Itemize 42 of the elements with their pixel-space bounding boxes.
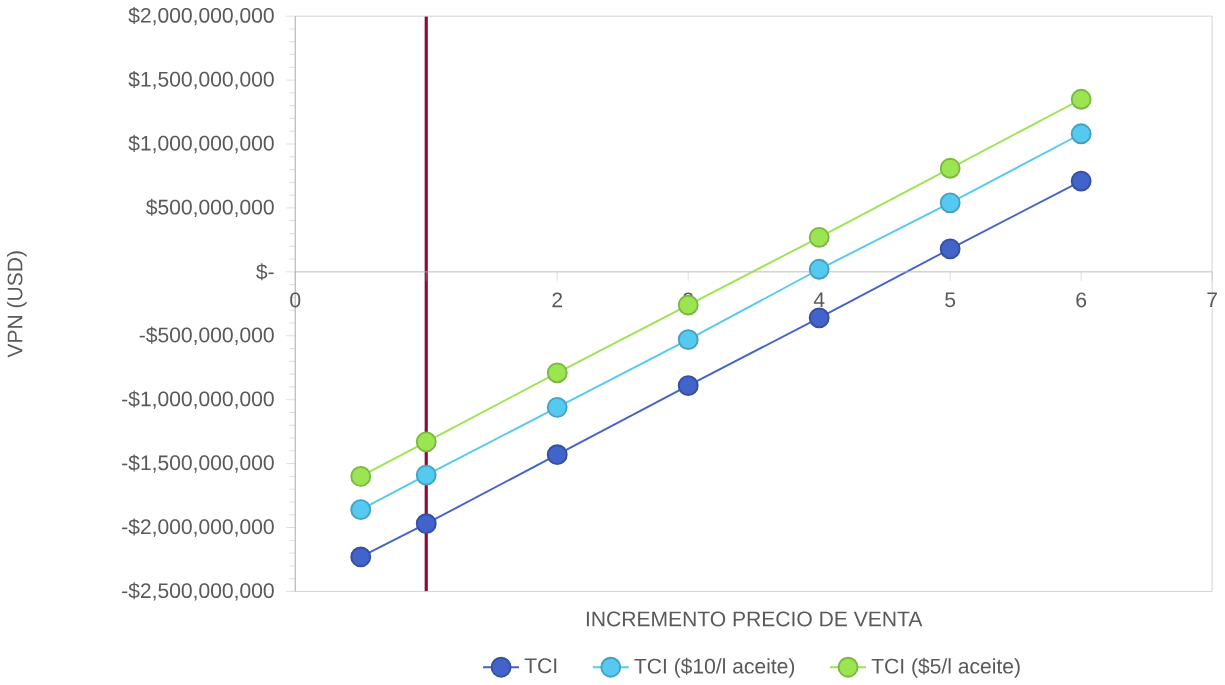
- point: [808, 307, 830, 329]
- x-tick-label: 7: [1207, 292, 1217, 307]
- y-tick-label: $500,000,000: [146, 198, 274, 218]
- legend-label: TCI: [524, 658, 557, 674]
- x-tick-label: 0: [290, 292, 301, 308]
- point: [546, 362, 568, 384]
- x-tick-label: 4: [813, 292, 825, 307]
- point: [939, 192, 961, 214]
- legend-label: TCI ($5/l aceite): [871, 657, 1020, 678]
- point: [677, 375, 699, 397]
- point: [546, 396, 568, 418]
- point: [939, 157, 961, 179]
- point: [808, 258, 830, 280]
- x-tick-label: 2: [552, 292, 563, 308]
- y-tick-label: $-: [256, 263, 274, 281]
- point: [415, 513, 437, 535]
- point: [1070, 123, 1092, 145]
- point: [1070, 88, 1092, 110]
- point: [677, 294, 699, 316]
- point: [350, 499, 372, 521]
- x-tick-label: 5: [945, 292, 956, 308]
- point: [350, 465, 372, 487]
- point: [415, 464, 437, 486]
- y-tick-label: -$500,000,000: [139, 326, 274, 345]
- y-tick-label: -$2,500,000,000: [122, 582, 274, 601]
- y-tick-label: $2,000,000,000: [128, 7, 274, 26]
- point: [808, 226, 830, 248]
- point: [350, 546, 372, 568]
- legend-label: TCI ($10/l aceite): [634, 657, 795, 678]
- y-tick-label: $1,000,000,000: [128, 134, 274, 154]
- y-axis-title: VPN (USD): [7, 251, 27, 358]
- point: [1070, 170, 1092, 192]
- y-tick-label: -$1,000,000,000: [122, 390, 274, 409]
- y-tick-label: -$2,000,000,000: [122, 518, 274, 537]
- point: [546, 444, 568, 466]
- point: [677, 329, 699, 351]
- x-tick-label: 6: [1076, 292, 1087, 308]
- point: [939, 238, 961, 260]
- y-tick-label: $1,500,000,000: [128, 70, 274, 90]
- x-axis-title: INCREMENTO PRECIO DE VENTA: [586, 611, 923, 627]
- point: [415, 431, 437, 453]
- y-tick-label: -$1,500,000,000: [122, 454, 274, 473]
